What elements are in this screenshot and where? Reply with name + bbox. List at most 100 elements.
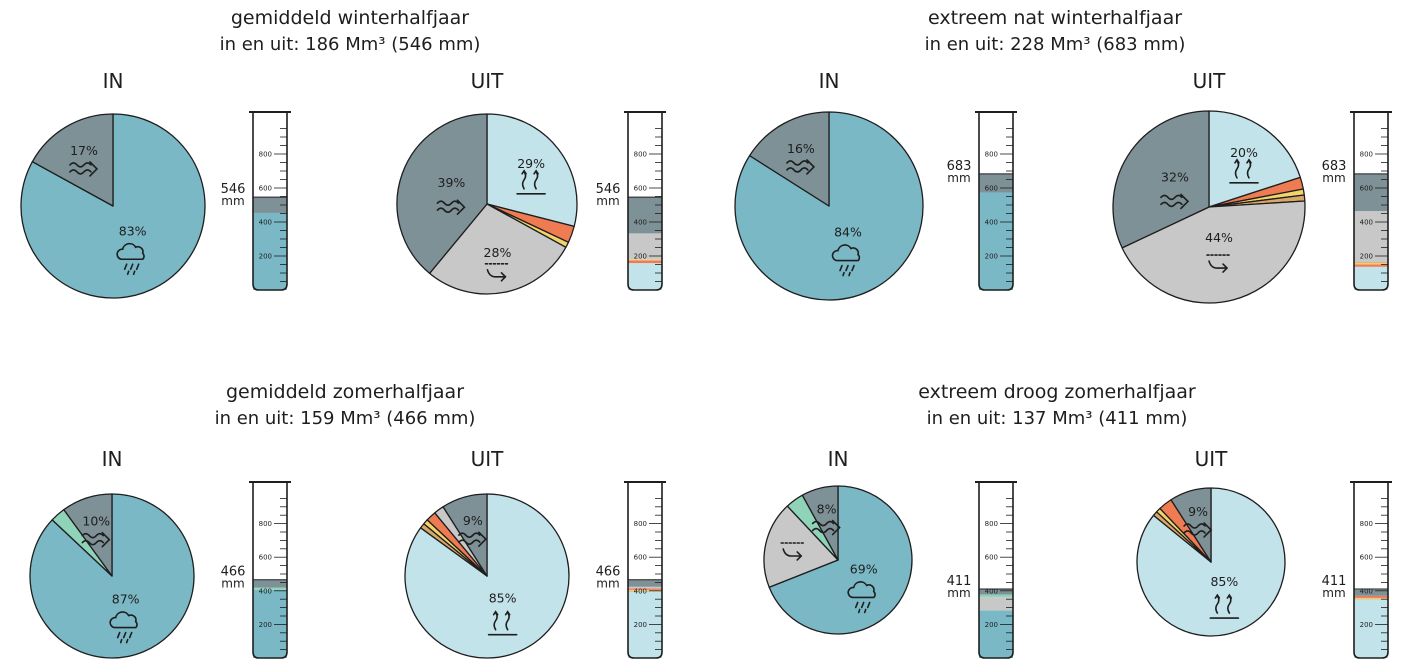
cylinder-fill-afvoer — [1354, 211, 1388, 263]
pie-in: 84% 16% — [734, 111, 924, 301]
wave-line — [436, 207, 460, 213]
vapour-arrow — [533, 169, 539, 190]
cylinder-fill-grondwater — [628, 197, 662, 234]
wave-arrow-head — [806, 159, 816, 175]
cylinder-fill-bruin — [628, 590, 662, 592]
cylinder-fill-verdamping — [1354, 266, 1388, 290]
wave-arrow-head — [831, 519, 841, 536]
cylinder-total-unit: mm — [221, 194, 244, 208]
wave-arrow-head — [101, 531, 111, 548]
cylinder-tick-label: 400 — [1360, 587, 1373, 595]
panel-title: gemiddeld zomerhalfjaar — [226, 381, 464, 403]
wave-arrow-icon — [1183, 522, 1213, 538]
vapour-arrow — [492, 610, 499, 631]
cylinder-total-value: 466 — [596, 565, 621, 580]
cylinder-tick-label: 400 — [259, 219, 272, 227]
in-heading: IN — [102, 447, 123, 471]
pie-in: 69% 8% — [763, 485, 913, 635]
pie-uit: 85% 9% — [404, 493, 570, 659]
pie-slice-label: 8% — [817, 502, 837, 517]
pie-slice-label: 87% — [112, 592, 140, 607]
cylinder-fill-grondwater — [253, 579, 287, 588]
pie-slice-afvoer — [763, 505, 839, 588]
cylinder-tick-label: 600 — [634, 185, 647, 193]
pie-slice-verdamping — [1136, 487, 1286, 637]
vapour-arrow — [1226, 593, 1233, 614]
rain-drops — [116, 631, 133, 644]
cylinder-fill-groen — [979, 594, 1013, 598]
pie-slice-verdamping — [486, 113, 578, 228]
in-heading: IN — [103, 69, 124, 93]
cylinder-fill-afvoer — [979, 597, 1013, 611]
cylinder-glass — [978, 482, 1014, 659]
panel-2: extreem nat winterhalfjaar in en uit: 228… — [819, 7, 1227, 93]
cylinder-fill-verdamping — [1354, 599, 1388, 658]
cylinder-tick-label: 600 — [985, 185, 998, 193]
cylinder-tick-label: 600 — [985, 554, 998, 562]
vapour-arrow — [521, 169, 527, 190]
drainage-icon — [1206, 254, 1232, 273]
cylinder-tick-label: 400 — [985, 219, 998, 227]
wave-line — [1183, 523, 1206, 529]
cylinder-tick-label: 400 — [634, 219, 647, 227]
cylinder-tick-label: 600 — [259, 554, 272, 562]
cylinder-glass — [1353, 112, 1389, 291]
cylinder-fill-bruin — [1354, 262, 1388, 264]
cylinder-tick-label: 800 — [1360, 520, 1373, 528]
cylinder-fill-neerslag — [253, 589, 287, 658]
wave-line — [786, 160, 809, 166]
pie-slice-grondwater — [31, 113, 114, 207]
pie-slice-label: 32% — [1161, 169, 1189, 184]
wave-line — [1160, 201, 1183, 208]
cylinder-tick-label: 800 — [259, 520, 272, 528]
panel-subtitle: in en uit: 137 Mm³ (411 mm) — [927, 408, 1188, 429]
pie-slice-label: 69% — [850, 561, 878, 576]
cylinder-total-unit: mm — [596, 577, 619, 591]
cylinder-fill-geel — [1354, 597, 1388, 599]
cylinder-glass — [252, 482, 288, 659]
wave-line — [69, 169, 92, 175]
pie-slice-label: 28% — [484, 245, 512, 260]
cylinder-fill-grondwater — [1354, 589, 1388, 596]
uit-heading: UIT — [471, 447, 505, 471]
evaporation-icon — [1209, 593, 1240, 619]
wave-arrow-icon — [1160, 193, 1190, 210]
panel-subtitle: in en uit: 186 Mm³ (546 mm) — [220, 34, 481, 55]
cylinder-fill-oranje — [628, 588, 662, 590]
cylinder-glass — [252, 112, 288, 291]
pie-slice-afvoer — [428, 203, 567, 295]
cylinder-total-unit: mm — [1322, 171, 1345, 185]
rain-cloud-icon — [109, 611, 138, 644]
pie-slice-neerslag — [768, 485, 913, 635]
pie-slice-grondwater — [801, 485, 839, 561]
rain-cloud-icon — [847, 581, 876, 614]
in-heading: IN — [828, 447, 849, 471]
wave-line — [458, 532, 481, 538]
uit-heading: UIT — [1195, 447, 1229, 471]
cylinder-tick-label: 800 — [1360, 151, 1373, 159]
cylinder-fill-verdamping — [628, 263, 662, 290]
wave-line — [1183, 530, 1206, 536]
cylinder-total-value: 683 — [947, 159, 972, 174]
cylinder-fill-afvoer — [628, 586, 662, 589]
cylinder-tick-label: 800 — [259, 151, 272, 159]
uit-heading: UIT — [471, 69, 505, 93]
cylinder-tick-label: 600 — [1360, 185, 1373, 193]
cylinder-tick-label: 200 — [985, 253, 998, 261]
cylinder-tick-label: 400 — [634, 587, 647, 595]
cloud-shape — [847, 581, 876, 599]
pie-uit: 20% 44% 32% — [1112, 110, 1306, 304]
pie-slice-label: 85% — [1210, 574, 1238, 589]
cylinder-glass — [978, 112, 1014, 291]
cylinder-tick-label: 800 — [634, 520, 647, 528]
drain-arrow — [486, 269, 507, 282]
pie-slice-label: 9% — [1188, 504, 1208, 519]
rain-cloud-icon — [116, 242, 145, 276]
pie-slice-label: 29% — [517, 156, 545, 171]
cylinder-tick-label: 400 — [259, 587, 272, 595]
